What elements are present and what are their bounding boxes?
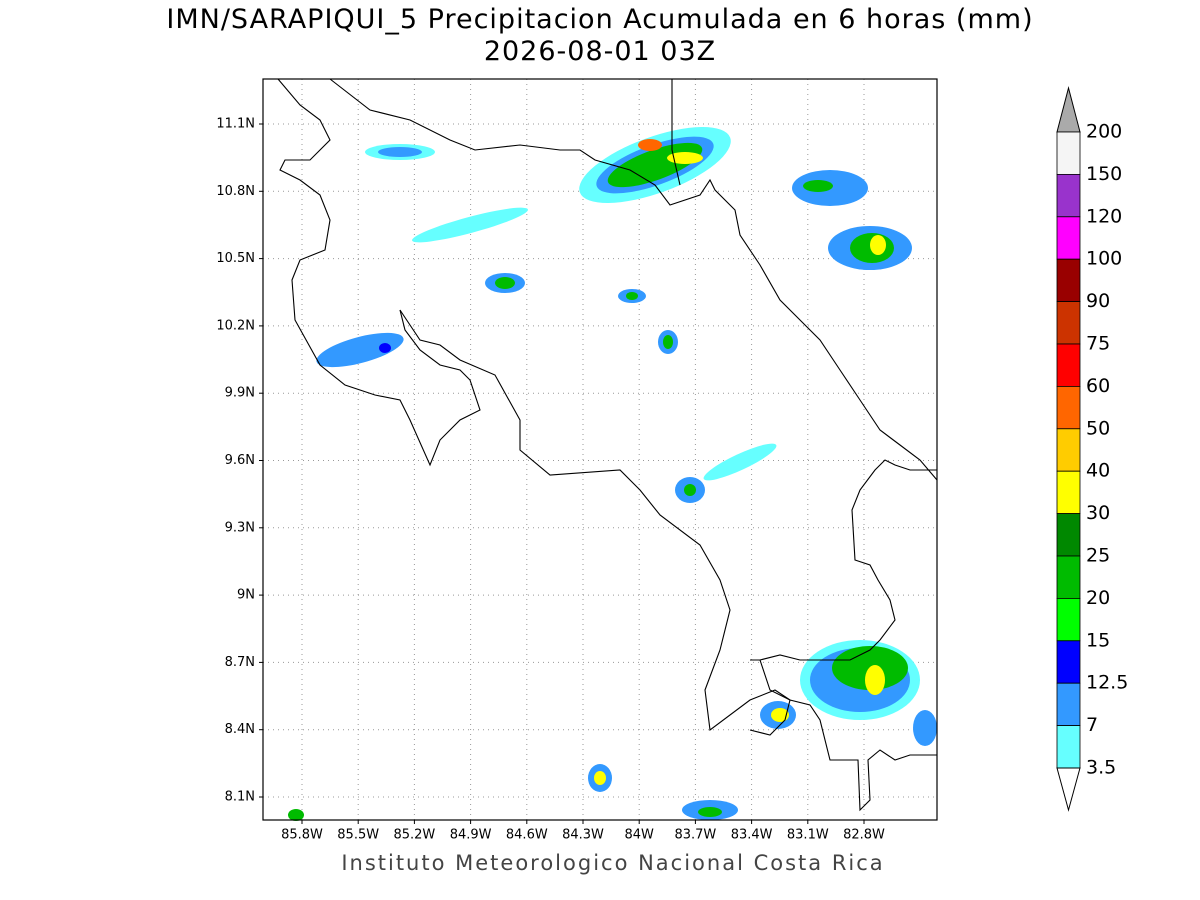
lon-label: 82.8W [843,828,885,843]
subtitle: 2026-08-01 03Z [484,36,716,67]
colorbar-under [1056,767,1081,812]
lon-label: 84.9W [450,828,492,843]
map-frame [262,78,938,821]
lon-label: 84.3W [562,828,604,843]
lon-label: 85.8W [281,828,323,843]
colorbar-label: 20 [1086,587,1110,609]
colorbar-box [1056,725,1081,769]
lon-label: 85.5W [337,828,379,843]
colorbar-label: 15 [1086,629,1110,651]
colorbar-label: 120 [1086,205,1122,227]
lat-label: 11.1N [216,117,255,132]
colorbar-label: 60 [1086,375,1110,397]
lat-label: 8.1N [225,790,255,805]
colorbar-label: 200 [1086,121,1122,143]
lon-label: 84W [624,828,654,843]
colorbar-box [1056,131,1081,175]
colorbar-over [1056,86,1081,133]
colorbar-box [1056,640,1081,684]
colorbar-box [1056,301,1081,345]
colorbar-box [1056,343,1081,387]
lon-label: 85.2W [393,828,435,843]
colorbar-label: 7 [1086,714,1098,736]
colorbar-label: 150 [1086,163,1122,185]
colorbar-label: 75 [1086,333,1110,355]
precipitation [288,127,937,821]
colorbar-label: 50 [1086,417,1110,439]
colorbar-label: 25 [1086,545,1110,567]
colorbar-box [1056,598,1081,642]
lat-label: 9.6N [225,453,255,468]
lon-label: 83.7W [674,828,716,843]
map [262,78,938,821]
colorbar-box [1056,513,1081,557]
colorbar-label: 90 [1086,290,1110,312]
lat-label: 10.2N [216,318,255,333]
lon-label: 83.1W [787,828,829,843]
colorbar-box [1056,555,1081,599]
colorbar-box [1056,216,1081,260]
lat-label: 10.5N [216,251,255,266]
colorbar-box [1056,385,1081,430]
footer: Instituto Meteorologico Nacional Costa R… [341,851,884,875]
colorbar-box [1056,682,1081,727]
colorbar-label: 100 [1086,248,1122,270]
colorbar-box [1056,173,1081,218]
lon-label: 84.6W [506,828,548,843]
title: IMN/SARAPIQUI_5 Precipitacion Acumulada … [166,4,1033,35]
colorbar-label: 40 [1086,460,1110,482]
colorbar-label: 12.5 [1086,672,1128,694]
colorbar-box [1056,428,1081,472]
lat-label: 9.3N [225,520,255,535]
lat-label: 9N [237,588,255,603]
colorbar-label: 30 [1086,502,1110,524]
lat-label: 8.4N [225,722,255,737]
colorbar-label: 3.5 [1086,757,1116,779]
lat-label: 8.7N [225,655,255,670]
lat-label: 9.9N [225,386,255,401]
colorbar: 200 150 120 100 90 75 60 50 40 30 25 20 15 12.5 7 3.5 [1056,86,1128,812]
lat-label: 10.8N [216,184,255,199]
colorbar-box [1056,258,1081,303]
coastline [277,78,938,812]
colorbar-box [1056,470,1081,515]
lon-label: 83.4W [731,828,773,843]
